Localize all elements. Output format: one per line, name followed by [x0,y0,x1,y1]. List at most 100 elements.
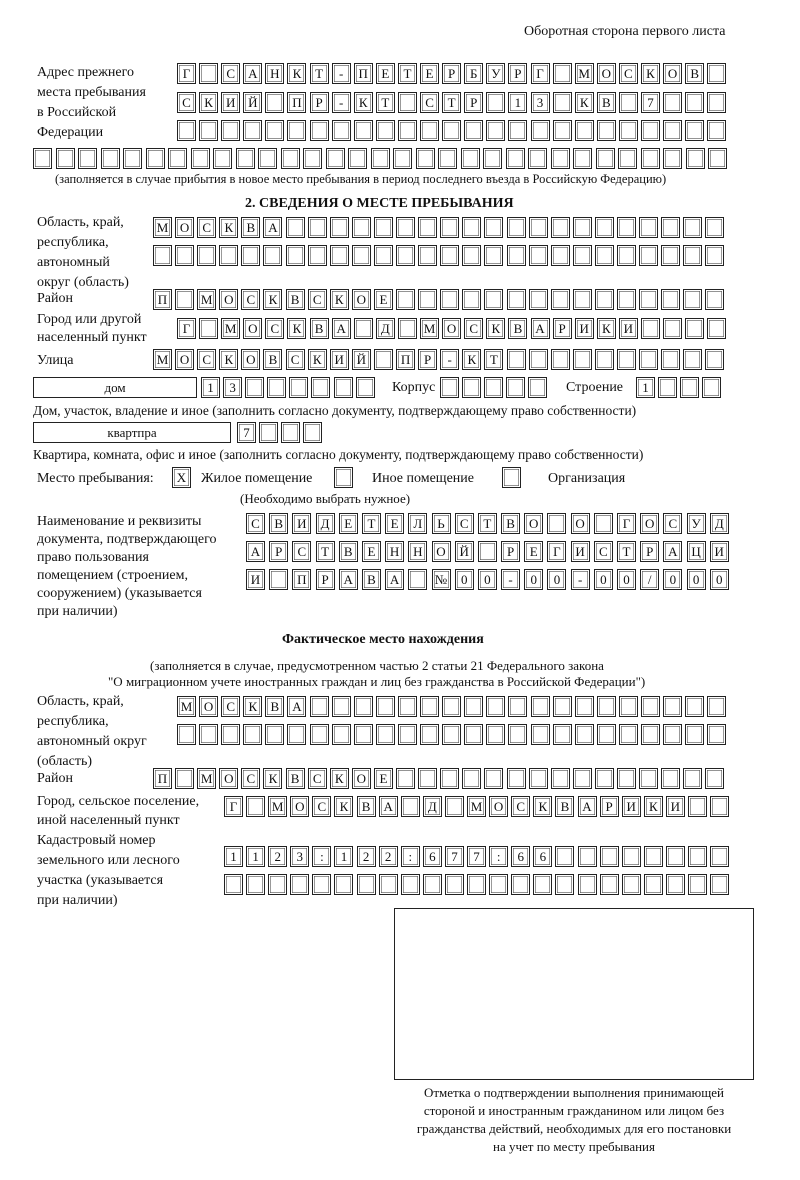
char-cell[interactable] [334,874,354,895]
char-cell[interactable]: О [489,796,509,817]
char-cell[interactable] [506,217,526,238]
char-cell[interactable] [329,217,349,238]
char-cell[interactable] [400,796,420,817]
char-cell[interactable] [618,148,637,169]
char-cell[interactable] [572,245,592,266]
char-cell[interactable]: С [454,513,474,534]
char-cell[interactable]: Т [617,541,636,562]
char-cell[interactable]: А [338,569,358,590]
char-cell[interactable]: 0 [686,569,706,590]
char-cell[interactable]: Е [361,541,381,562]
char-cell[interactable] [640,318,660,339]
char-cell[interactable] [687,874,707,895]
char-cell[interactable] [486,724,506,745]
char-cell[interactable] [307,217,327,238]
char-cell[interactable] [307,245,327,266]
char-cell[interactable] [640,148,660,169]
char-cell[interactable] [243,724,263,745]
char-cell[interactable]: В [555,796,575,817]
char-cell[interactable]: 1 [246,846,266,867]
char-cell[interactable] [440,245,460,266]
char-cell[interactable] [550,349,570,370]
char-cell[interactable]: О [219,768,239,789]
char-cell[interactable] [550,289,570,310]
char-cell[interactable] [663,724,683,745]
flat-type-field[interactable]: квартпра [33,422,231,443]
char-cell[interactable] [373,245,393,266]
char-cell[interactable] [438,148,457,169]
char-cell[interactable] [594,245,614,266]
char-cell[interactable] [309,696,329,717]
char-cell[interactable] [213,148,232,169]
char-cell[interactable]: К [263,768,283,789]
char-cell[interactable]: К [243,696,263,717]
char-cell[interactable]: Т [484,349,504,370]
char-cell[interactable]: М [574,63,594,84]
char-cell[interactable]: М [221,318,241,339]
char-cell[interactable]: О [241,349,261,370]
char-cell[interactable] [462,377,482,398]
char-cell[interactable] [393,148,412,169]
char-cell[interactable] [175,768,195,789]
char-cell[interactable] [309,120,329,141]
char-cell[interactable]: : [312,846,332,867]
char-cell[interactable]: С [197,217,217,238]
char-cell[interactable]: Т [361,513,381,534]
char-cell[interactable]: И [292,513,312,534]
char-cell[interactable] [685,148,705,169]
char-cell[interactable]: 3 [223,377,243,398]
char-cell[interactable]: Д [375,318,395,339]
char-cell[interactable]: О [243,318,263,339]
char-cell[interactable] [530,696,550,717]
char-cell[interactable] [661,289,681,310]
char-cell[interactable] [661,217,681,238]
char-cell[interactable] [528,349,548,370]
char-cell[interactable]: 7 [467,846,487,867]
char-cell[interactable]: Д [422,796,442,817]
char-cell[interactable] [153,245,172,266]
char-cell[interactable]: Е [338,513,358,534]
char-cell[interactable] [243,120,263,141]
char-cell[interactable] [661,768,681,789]
char-cell[interactable] [489,874,509,895]
char-cell[interactable] [309,724,329,745]
char-cell[interactable] [528,289,548,310]
char-cell[interactable] [574,120,594,141]
char-cell[interactable]: Т [375,92,395,113]
char-cell[interactable]: 2 [268,846,288,867]
char-cell[interactable]: Р [315,569,335,590]
char-cell[interactable]: С [177,92,196,113]
char-cell[interactable]: Г [177,318,196,339]
char-cell[interactable]: К [287,63,307,84]
char-cell[interactable] [639,349,659,370]
char-cell[interactable] [593,513,613,534]
char-cell[interactable]: 7 [237,422,256,443]
char-cell[interactable] [707,696,727,717]
char-cell[interactable] [378,874,398,895]
char-cell[interactable] [594,289,614,310]
char-cell[interactable] [290,874,310,895]
char-cell[interactable]: Н [265,63,285,84]
char-cell[interactable]: И [221,92,241,113]
char-cell[interactable]: Т [442,92,462,113]
char-cell[interactable] [440,377,459,398]
char-cell[interactable]: 0 [477,569,497,590]
char-cell[interactable] [528,148,547,169]
char-cell[interactable] [621,874,641,895]
char-cell[interactable] [702,377,722,398]
char-cell[interactable] [462,289,482,310]
char-cell[interactable]: Г [177,63,196,84]
char-cell[interactable] [420,696,440,717]
char-cell[interactable]: К [199,92,219,113]
char-cell[interactable]: К [263,289,283,310]
char-cell[interactable] [400,874,420,895]
char-cell[interactable]: 0 [663,569,683,590]
char-cell[interactable]: О [663,63,683,84]
char-cell[interactable]: С [221,63,241,84]
char-cell[interactable] [331,696,351,717]
char-cell[interactable]: О [219,289,239,310]
char-cell[interactable]: М [197,289,217,310]
char-cell[interactable] [486,92,506,113]
